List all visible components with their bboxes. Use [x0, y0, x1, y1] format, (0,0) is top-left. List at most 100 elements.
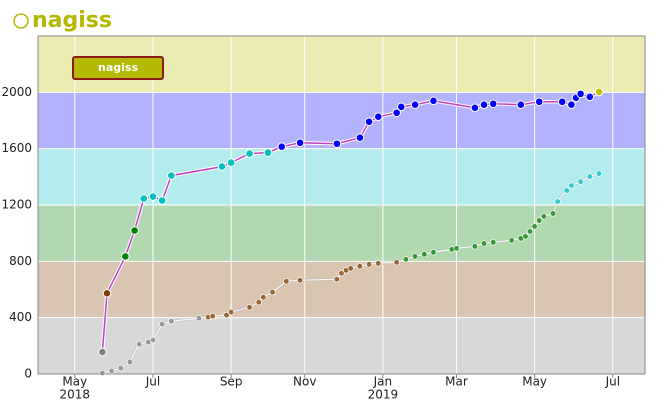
data-point — [471, 243, 479, 250]
data-point — [98, 347, 107, 357]
y-tick-label: 400 — [9, 310, 32, 324]
data-point — [567, 100, 576, 110]
data-point — [283, 278, 290, 285]
data-point — [333, 276, 341, 283]
data-point — [99, 369, 106, 377]
data-point — [585, 92, 595, 102]
data-point — [411, 253, 419, 260]
data-point — [595, 170, 603, 177]
data-point — [168, 317, 175, 325]
data-point — [260, 294, 267, 301]
data-point — [479, 100, 489, 110]
y-tick-label: 0 — [24, 367, 32, 381]
data-point — [531, 223, 538, 230]
data-point — [490, 239, 497, 246]
data-point — [245, 149, 254, 158]
y-tick-label: 1200 — [1, 198, 32, 212]
data-point — [540, 213, 548, 220]
data-point — [480, 240, 488, 247]
data-point — [554, 198, 561, 205]
data-point — [375, 260, 382, 267]
data-point — [576, 89, 585, 99]
data-point — [410, 100, 420, 110]
y-tick-label: 800 — [9, 254, 32, 268]
x-tick-label: Jul — [145, 375, 160, 389]
data-point — [557, 97, 567, 107]
data-point — [568, 182, 575, 189]
rating-band — [38, 148, 645, 205]
data-point — [121, 252, 130, 261]
data-point — [332, 139, 342, 149]
data-point — [396, 102, 406, 112]
data-point — [516, 100, 526, 110]
data-point — [393, 259, 400, 266]
data-point — [577, 178, 584, 185]
data-point — [508, 237, 515, 244]
data-point — [392, 108, 401, 118]
data-point — [522, 233, 529, 240]
x-tick-label: Sep — [220, 375, 243, 389]
legend-label: nagiss — [98, 61, 138, 74]
data-point — [227, 308, 235, 316]
data-point — [117, 364, 124, 372]
data-point — [347, 265, 354, 272]
x-tick-label: Jul — [605, 375, 620, 389]
data-point — [255, 298, 262, 306]
data-point — [536, 217, 543, 224]
data-point — [526, 228, 534, 235]
data-point — [594, 87, 604, 97]
title-icon — [13, 13, 29, 29]
rating-band — [38, 261, 645, 318]
data-point — [402, 256, 410, 263]
data-point — [365, 261, 373, 268]
x-tick-label: Mar — [445, 375, 468, 389]
data-point — [295, 138, 305, 148]
chart-title: nagiss — [32, 8, 112, 33]
data-point — [108, 367, 115, 375]
data-point — [126, 358, 134, 366]
data-point — [563, 187, 571, 194]
legend-box — [72, 56, 164, 80]
data-point — [130, 226, 139, 235]
data-point — [158, 320, 166, 328]
data-point — [195, 315, 203, 322]
data-point — [355, 133, 365, 142]
data-point — [338, 270, 345, 277]
data-point — [263, 148, 273, 157]
data-point — [269, 288, 276, 296]
x-tick-label: May — [522, 375, 547, 389]
data-point — [534, 97, 544, 107]
data-point — [167, 171, 176, 180]
data-point — [296, 277, 304, 284]
data-point — [149, 336, 157, 344]
x-tick-year: 2019 — [368, 388, 399, 402]
data-point — [135, 340, 143, 348]
data-point — [549, 210, 557, 217]
y-tick-label: 1600 — [1, 141, 32, 155]
x-tick-label: May — [62, 375, 87, 389]
data-point — [430, 249, 437, 256]
x-tick-label: Nov — [293, 375, 316, 389]
data-point — [277, 142, 287, 151]
data-point — [429, 96, 438, 106]
x-tick-year: 2018 — [60, 388, 91, 402]
data-point — [226, 158, 236, 167]
data-point — [223, 311, 230, 319]
data-point — [364, 117, 374, 127]
data-point — [209, 312, 216, 320]
rating-band — [38, 317, 645, 374]
data-point — [488, 99, 498, 109]
plot-frame — [37, 35, 646, 375]
data-point — [148, 192, 158, 201]
data-point — [470, 103, 480, 113]
data-point — [217, 162, 227, 171]
y-tick-label: 2000 — [1, 85, 32, 99]
data-point — [373, 112, 383, 121]
x-tick-label: Jan — [373, 375, 393, 389]
data-point — [586, 173, 594, 180]
data-point — [157, 196, 167, 205]
data-point — [102, 289, 112, 298]
data-point — [246, 304, 253, 311]
data-point — [453, 245, 460, 252]
data-point — [356, 263, 364, 270]
